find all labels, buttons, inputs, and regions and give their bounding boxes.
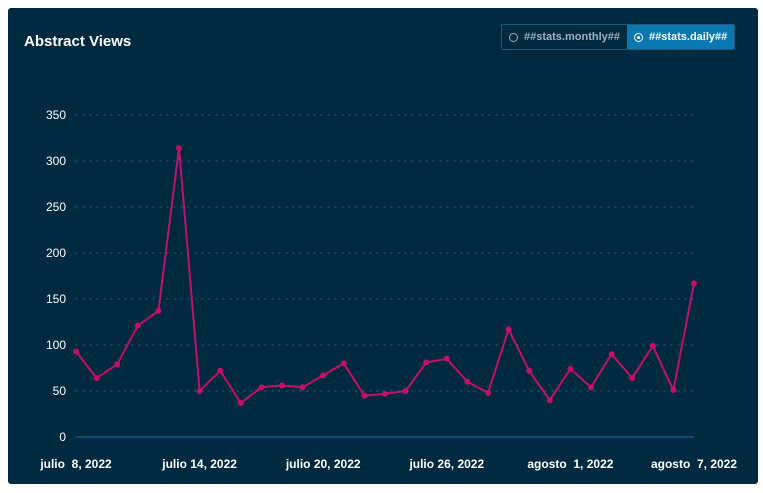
x-tick-label: julio 20, 2022 — [285, 457, 361, 471]
data-point — [670, 387, 677, 394]
data-point — [361, 392, 368, 399]
data-point — [93, 375, 100, 382]
data-point — [340, 360, 347, 367]
data-point — [485, 389, 491, 396]
data-point — [546, 397, 553, 404]
data-point — [526, 367, 533, 374]
y-tick-label: 0 — [59, 430, 66, 444]
data-point — [649, 342, 656, 349]
radio-checked-icon — [633, 32, 643, 42]
data-point — [443, 355, 450, 362]
data-point — [237, 399, 244, 406]
data-point — [423, 359, 430, 366]
y-tick-label: 150 — [46, 292, 66, 306]
x-tick-label: agosto 7, 2022 — [651, 457, 737, 471]
data-point — [464, 378, 471, 385]
data-point — [196, 388, 203, 394]
y-tick-label: 50 — [53, 384, 67, 398]
data-point — [567, 365, 574, 372]
panel-title: Abstract Views — [24, 33, 132, 50]
period-toggle: ##stats.monthly## ##stats.daily## — [501, 24, 736, 50]
y-tick-label: 250 — [46, 200, 66, 214]
data-point — [114, 361, 121, 368]
data-point — [155, 307, 162, 314]
series-line — [75, 147, 695, 404]
chart-panel: Abstract Views ##stats.monthly## ##stats… — [8, 8, 758, 484]
data-point — [176, 145, 182, 152]
data-point — [299, 384, 306, 391]
data-point — [217, 367, 224, 374]
data-point — [382, 390, 388, 397]
x-tick-label: julio 8, 2022 — [39, 457, 112, 471]
data-point — [258, 384, 265, 391]
data-point — [279, 382, 285, 389]
daily-toggle-label: ##stats.daily## — [648, 31, 728, 43]
data-point — [505, 326, 512, 333]
data-point — [588, 384, 594, 391]
y-tick-label: 350 — [46, 108, 66, 122]
data-point — [73, 348, 79, 355]
monthly-toggle-button[interactable]: ##stats.monthly## — [502, 25, 627, 49]
x-tick-label: julio 26, 2022 — [408, 457, 484, 471]
x-tick-label: julio 14, 2022 — [161, 457, 237, 471]
data-point — [134, 322, 141, 329]
data-point — [402, 388, 409, 394]
data-point — [320, 372, 327, 379]
radio-unchecked-icon — [509, 32, 518, 42]
y-tick-label: 300 — [46, 154, 66, 168]
y-tick-label: 200 — [46, 246, 66, 260]
data-point — [691, 280, 697, 287]
daily-toggle-button[interactable]: ##stats.daily## — [626, 25, 735, 49]
monthly-toggle-label: ##stats.monthly## — [524, 31, 620, 43]
data-point — [608, 351, 615, 358]
y-tick-label: 100 — [46, 338, 66, 352]
x-tick-label: agosto 1, 2022 — [527, 457, 613, 471]
data-point — [629, 375, 636, 382]
